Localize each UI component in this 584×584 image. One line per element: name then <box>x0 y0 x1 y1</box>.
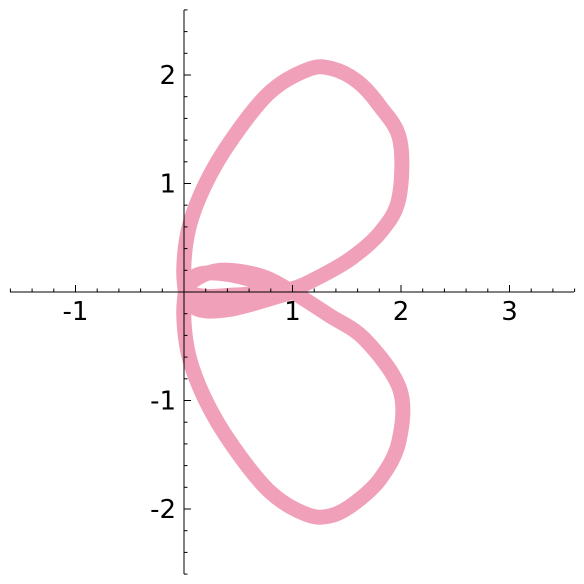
x-tick-label: -1 <box>63 297 89 327</box>
x-tick-label: 3 <box>501 297 518 327</box>
series-curve-0 <box>176 59 411 525</box>
y-tick-label: 1 <box>159 170 176 200</box>
y-tick-label: 2 <box>159 61 176 91</box>
tick-labels: -1 1 2 3 2 1 -1 -2 <box>63 61 518 525</box>
x-tick-label: 1 <box>284 297 301 327</box>
x-tick-label: 2 <box>393 297 410 327</box>
y-tick-label: -1 <box>150 387 176 417</box>
curve-layer <box>176 59 411 525</box>
minor-ticks <box>9 9 576 575</box>
y-tick-label: -2 <box>150 495 176 525</box>
major-ticks <box>75 74 510 510</box>
